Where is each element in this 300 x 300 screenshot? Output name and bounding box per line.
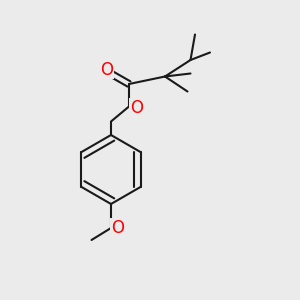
Text: O: O (111, 219, 124, 237)
Text: O: O (130, 99, 143, 117)
Text: O: O (100, 61, 113, 79)
